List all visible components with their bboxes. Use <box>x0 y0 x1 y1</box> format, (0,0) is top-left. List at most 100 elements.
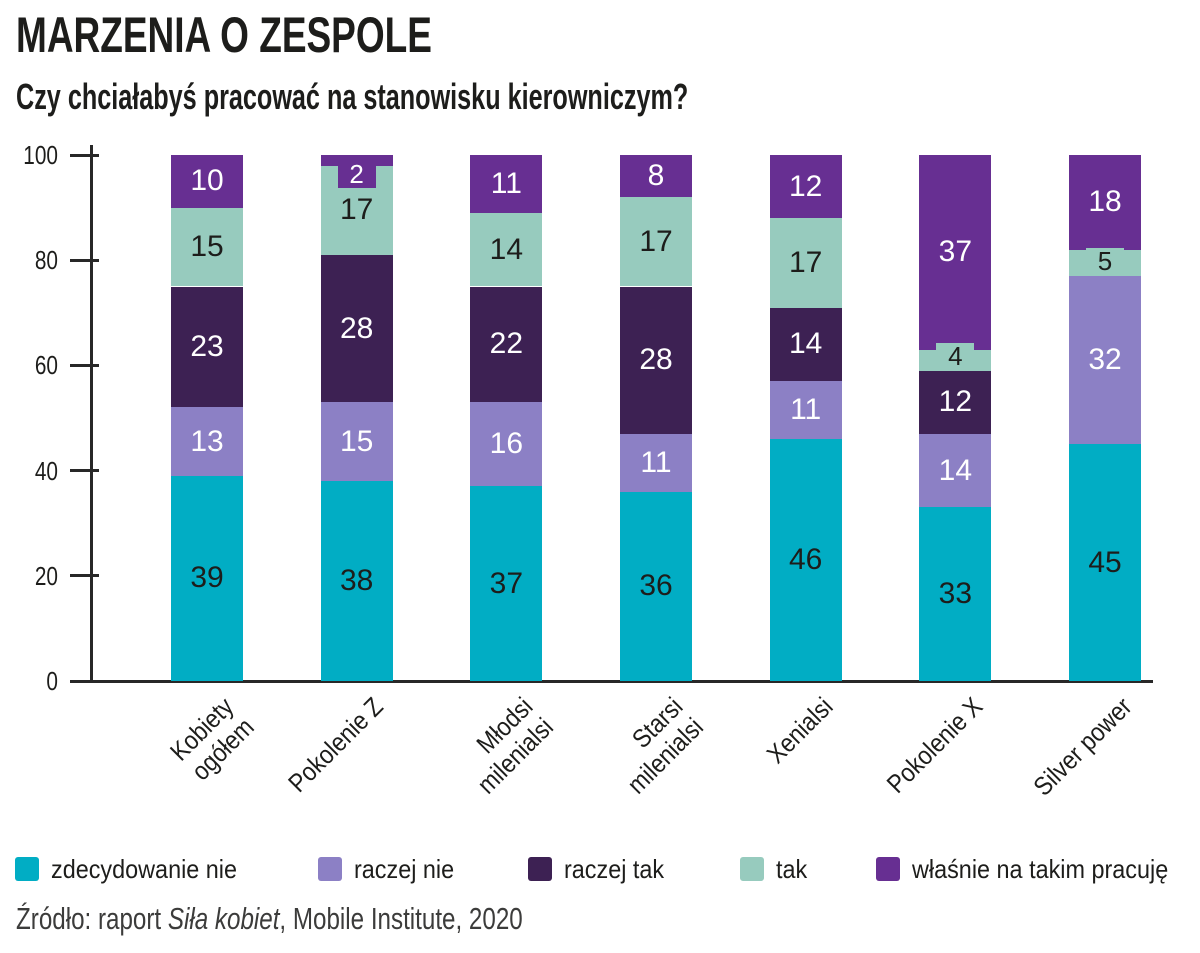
bar-segment: 37 <box>470 486 543 681</box>
segment-value-label: 23 <box>190 329 224 363</box>
legend-label: tak <box>776 853 808 884</box>
legend-item: zdecydowanie nie <box>15 853 258 884</box>
segment-value-label: 22 <box>489 327 524 361</box>
bar-segment: 23 <box>171 286 243 408</box>
segment-value-label: 14 <box>788 327 823 361</box>
bar-segment: 14 <box>919 433 992 508</box>
y-axis-tick-label: 100 <box>23 140 58 170</box>
segment-value-label: 4 <box>936 341 975 371</box>
y-axis-tick-label: 40 <box>34 455 58 486</box>
bar-segment: 11 <box>620 433 692 492</box>
y-axis-tick-label: 20 <box>34 560 58 591</box>
legend-swatch <box>15 857 39 881</box>
segment-value-label: 28 <box>339 311 374 345</box>
bar-segment: 18 <box>1069 155 1142 250</box>
segment-value-label: 38 <box>339 564 374 598</box>
bar-segment: 15 <box>171 207 243 287</box>
x-axis-category-label: Pokolenie X <box>880 691 988 799</box>
segment-value-label: 39 <box>190 561 224 595</box>
y-axis-tick <box>70 574 99 578</box>
segment-value-label: 8 <box>647 159 665 193</box>
segment-value-label: 12 <box>788 169 823 203</box>
chart-title: MARZENIA O ZESPOLE <box>16 7 432 63</box>
source-suffix: , Mobile Institute, 2020 <box>279 901 523 936</box>
legend-label: właśnie na takim pracuję <box>912 853 1169 884</box>
segment-value-label: 28 <box>639 343 673 377</box>
bar-segment: 10 <box>171 155 243 208</box>
segment-value-label: 12 <box>938 385 973 419</box>
segment-value-label: 36 <box>639 569 673 603</box>
legend-item: właśnie na takim pracuję <box>876 853 1197 884</box>
segment-value-label: 37 <box>938 235 973 269</box>
y-axis-line <box>90 145 93 683</box>
x-axis-category-label: Xenialsi <box>760 691 839 770</box>
segment-value-label: 37 <box>489 566 524 600</box>
segment-value-label: 17 <box>788 245 823 279</box>
bar-segment: 16 <box>470 402 543 487</box>
x-axis-category-label: Silver power <box>1027 691 1138 802</box>
segment-value-label: 13 <box>190 424 224 458</box>
bar-segment: 14 <box>769 307 842 382</box>
bar-segment: 11 <box>470 155 543 213</box>
segment-value-label: 45 <box>1088 545 1122 579</box>
bar-segment: 32 <box>1069 275 1142 445</box>
legend-item: raczej tak <box>528 853 675 884</box>
legend-label: zdecydowanie nie <box>51 853 238 884</box>
y-axis-tick-label: 0 <box>46 666 58 696</box>
bar-segment: 17 <box>769 218 842 308</box>
segment-value-label: 11 <box>640 445 672 479</box>
bar-segment: 12 <box>919 370 992 434</box>
legend-swatch <box>528 857 552 881</box>
segment-value-label: 32 <box>1088 343 1122 377</box>
segment-value-label: 16 <box>489 427 524 461</box>
bar-segment: 28 <box>320 254 393 403</box>
bar-segment: 45 <box>1069 444 1142 681</box>
bar-segment: 17 <box>620 197 692 287</box>
bar-segment: 38 <box>320 481 393 681</box>
segment-value-label: 17 <box>639 224 673 258</box>
segment-value-label: 17 <box>339 193 374 227</box>
y-axis-tick-label: 60 <box>34 350 58 381</box>
x-axis-line <box>70 680 1153 683</box>
segment-value-label: 11 <box>490 166 522 200</box>
source-prefix: Źródło: raport <box>16 901 168 936</box>
bar-segment: 15 <box>320 402 393 482</box>
legend-swatch <box>740 857 764 881</box>
x-axis-category-label: Młodsi milenialsi <box>470 691 560 800</box>
legend-swatch <box>318 857 342 881</box>
bar-segment: 22 <box>470 286 543 403</box>
bar-segment: 14 <box>470 212 543 287</box>
bar-segment: 39 <box>171 475 243 681</box>
segment-value-label: 5 <box>1086 246 1125 276</box>
legend-item: tak <box>740 853 811 884</box>
legend-label: raczej nie <box>354 853 455 884</box>
bar-segment: 8 <box>620 155 692 198</box>
segment-value-label: 15 <box>190 230 224 264</box>
source-report-name: Siła kobiet <box>167 901 280 936</box>
bar-segment: 13 <box>171 407 243 476</box>
segment-value-label: 18 <box>1088 185 1122 219</box>
y-axis-tick <box>70 363 99 367</box>
segment-value-label: 14 <box>489 232 524 266</box>
chart-subtitle: Czy chciałabyś pracować na stanowisku ki… <box>16 76 689 117</box>
legend-label: raczej tak <box>564 853 665 884</box>
segment-value-label: 14 <box>938 453 973 487</box>
source-note: Źródło: raport Siła kobiet, Mobile Insti… <box>16 901 523 937</box>
x-axis-category-label: Kobiety ogółem <box>164 691 261 787</box>
y-axis-tick <box>70 469 99 473</box>
bar-segment: 33 <box>919 507 992 681</box>
bar-segment: 28 <box>620 286 692 434</box>
legend-item: raczej nie <box>318 853 465 884</box>
segment-value-label: 11 <box>790 393 822 427</box>
bar-segment: 46 <box>769 439 842 681</box>
y-axis-tick-label: 80 <box>34 245 58 276</box>
segment-value-label: 33 <box>938 577 973 611</box>
x-axis-category-label: Starsi milenialsi <box>621 691 710 800</box>
y-axis-tick <box>70 153 99 157</box>
legend-swatch <box>876 857 900 881</box>
segment-value-label: 10 <box>190 164 224 198</box>
bar-segment: 36 <box>620 491 692 681</box>
segment-value-label: 2 <box>337 159 376 189</box>
